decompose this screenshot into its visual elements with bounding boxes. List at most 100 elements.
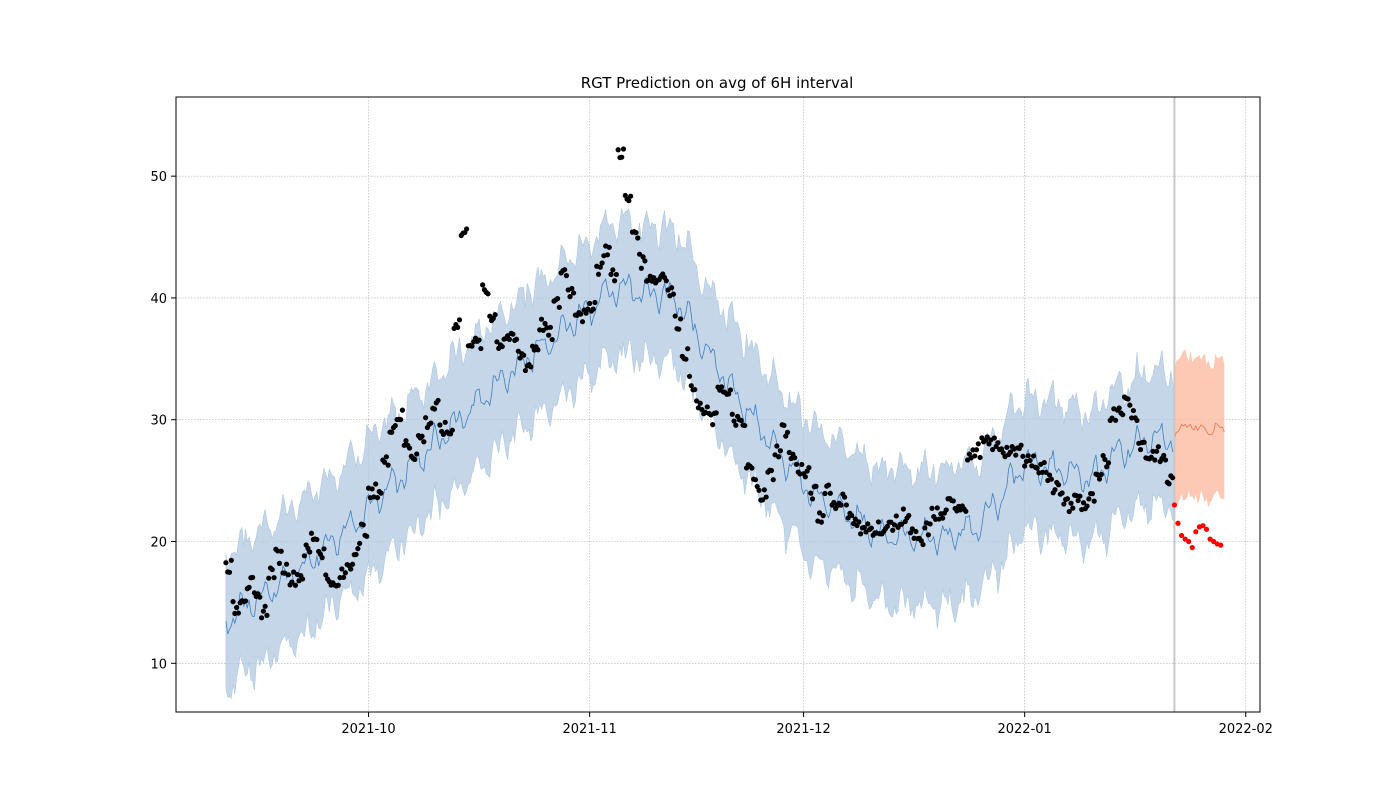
observed-point <box>677 316 684 322</box>
observed-point <box>806 465 812 471</box>
actual-future-point <box>1175 520 1181 526</box>
observed-point <box>754 483 760 490</box>
axes: 2021-10 2021-11 2021-12 2022-01 2022-02 10 20 3… <box>150 96 1273 737</box>
observed-point <box>809 496 816 502</box>
observed-point <box>226 569 233 575</box>
observed-point <box>301 553 307 559</box>
observed-point <box>856 519 862 525</box>
observed-point <box>1030 453 1037 459</box>
observed-point <box>542 320 548 327</box>
observed-point <box>1004 444 1010 450</box>
forecast-line <box>1174 422 1225 441</box>
observed-point <box>228 557 234 563</box>
observed-point <box>963 508 969 514</box>
observed-point <box>234 604 240 611</box>
actual-future-point <box>1186 538 1192 545</box>
observed-point <box>683 356 689 362</box>
observed-point <box>925 532 931 538</box>
observed-point <box>899 521 905 527</box>
observed-point <box>556 304 562 310</box>
actual-future-point <box>1200 523 1206 529</box>
observed-point <box>1027 457 1033 464</box>
observed-point <box>1089 491 1096 497</box>
observed-point <box>763 494 769 500</box>
observed-point <box>1059 490 1065 496</box>
observed-point <box>940 515 946 521</box>
observed-point <box>423 415 429 421</box>
actual-future-point <box>1178 532 1185 539</box>
observed-point <box>729 411 735 417</box>
observed-point <box>685 346 691 352</box>
observed-point <box>768 467 775 474</box>
observed-point <box>340 574 347 581</box>
observed-point <box>686 373 693 379</box>
observed-point <box>852 516 858 522</box>
observed-point <box>242 598 249 604</box>
observed-point <box>1047 472 1053 478</box>
observed-point <box>640 254 646 260</box>
observed-point <box>569 285 575 292</box>
observed-point <box>381 459 388 465</box>
observed-point <box>1070 505 1076 511</box>
observed-point <box>499 343 505 350</box>
observed-point <box>431 406 438 412</box>
observed-point <box>597 264 603 270</box>
observed-point <box>989 446 996 453</box>
y-tick-label: 40 <box>150 292 167 307</box>
observed-point <box>540 327 546 333</box>
observed-point <box>699 406 705 413</box>
observed-point <box>1055 482 1062 488</box>
observed-point <box>289 579 295 585</box>
observed-point <box>913 528 919 535</box>
actual-future-point <box>1193 529 1199 535</box>
observed-point <box>638 265 644 271</box>
actual-future-point <box>1203 526 1210 532</box>
observed-point <box>276 560 283 566</box>
observed-point <box>731 418 737 424</box>
observed-point <box>455 324 461 330</box>
observed-point <box>403 438 409 444</box>
observed-point <box>1116 405 1122 411</box>
observed-point <box>355 545 361 552</box>
observed-point <box>1098 471 1104 478</box>
plot-frame <box>175 96 1261 713</box>
observed-point <box>1170 475 1176 481</box>
observed-point <box>1148 454 1154 460</box>
observed-point <box>1105 460 1112 466</box>
observed-point <box>335 582 341 588</box>
observed-point <box>535 347 541 353</box>
observed-point <box>1102 456 1108 463</box>
observed-point <box>563 273 570 279</box>
observed-point <box>442 419 448 425</box>
observed-point <box>271 575 277 581</box>
observed-point <box>1141 439 1147 445</box>
observed-point <box>784 429 791 435</box>
observed-point <box>428 420 434 426</box>
observed-point <box>314 536 320 543</box>
observed-point <box>825 482 832 488</box>
observed-point <box>606 244 612 250</box>
observed-point <box>927 521 933 527</box>
actual-future-points <box>1171 502 1224 551</box>
observed-point <box>299 576 306 582</box>
observed-point <box>567 294 573 300</box>
observed-point <box>1013 452 1019 458</box>
observed-point <box>1096 476 1103 482</box>
observed-point <box>292 582 299 588</box>
observed-point <box>907 530 914 536</box>
observed-point <box>900 506 907 512</box>
observed-point <box>759 497 766 503</box>
observed-point <box>651 275 657 281</box>
observed-point <box>1068 500 1074 506</box>
observed-point <box>613 271 619 278</box>
observed-point <box>669 285 675 291</box>
observed-point <box>975 441 981 447</box>
observed-point <box>570 290 577 296</box>
observed-point <box>521 352 527 358</box>
observed-point <box>1007 449 1013 455</box>
observed-point <box>610 267 616 273</box>
observed-point <box>264 612 270 618</box>
observed-point <box>578 311 584 317</box>
observed-point <box>339 566 345 572</box>
observed-point <box>421 439 427 445</box>
